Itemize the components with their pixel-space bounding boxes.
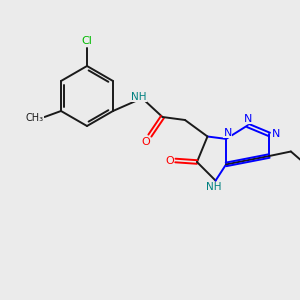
Text: N: N bbox=[244, 114, 252, 124]
Text: CH₃: CH₃ bbox=[26, 112, 44, 123]
Text: Cl: Cl bbox=[82, 35, 92, 46]
Text: N: N bbox=[224, 128, 232, 138]
Text: NH: NH bbox=[206, 182, 222, 192]
Text: NH: NH bbox=[131, 92, 147, 102]
Text: N: N bbox=[272, 129, 280, 139]
Text: O: O bbox=[141, 137, 150, 147]
Text: O: O bbox=[165, 155, 174, 166]
